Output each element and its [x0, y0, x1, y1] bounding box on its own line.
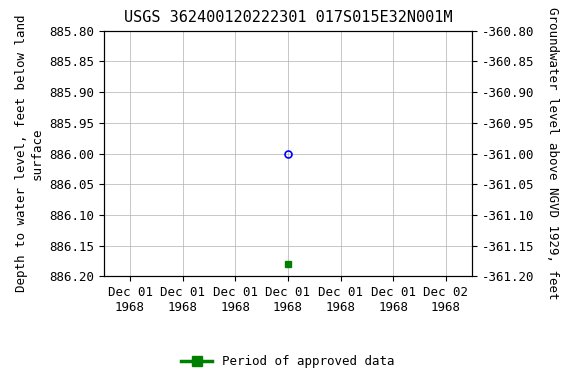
Y-axis label: Groundwater level above NGVD 1929, feet: Groundwater level above NGVD 1929, feet	[545, 7, 559, 300]
Y-axis label: Depth to water level, feet below land
surface: Depth to water level, feet below land su…	[16, 15, 43, 292]
Title: USGS 362400120222301 017S015E32N001M: USGS 362400120222301 017S015E32N001M	[124, 10, 452, 25]
Legend: Period of approved data: Period of approved data	[176, 351, 400, 374]
